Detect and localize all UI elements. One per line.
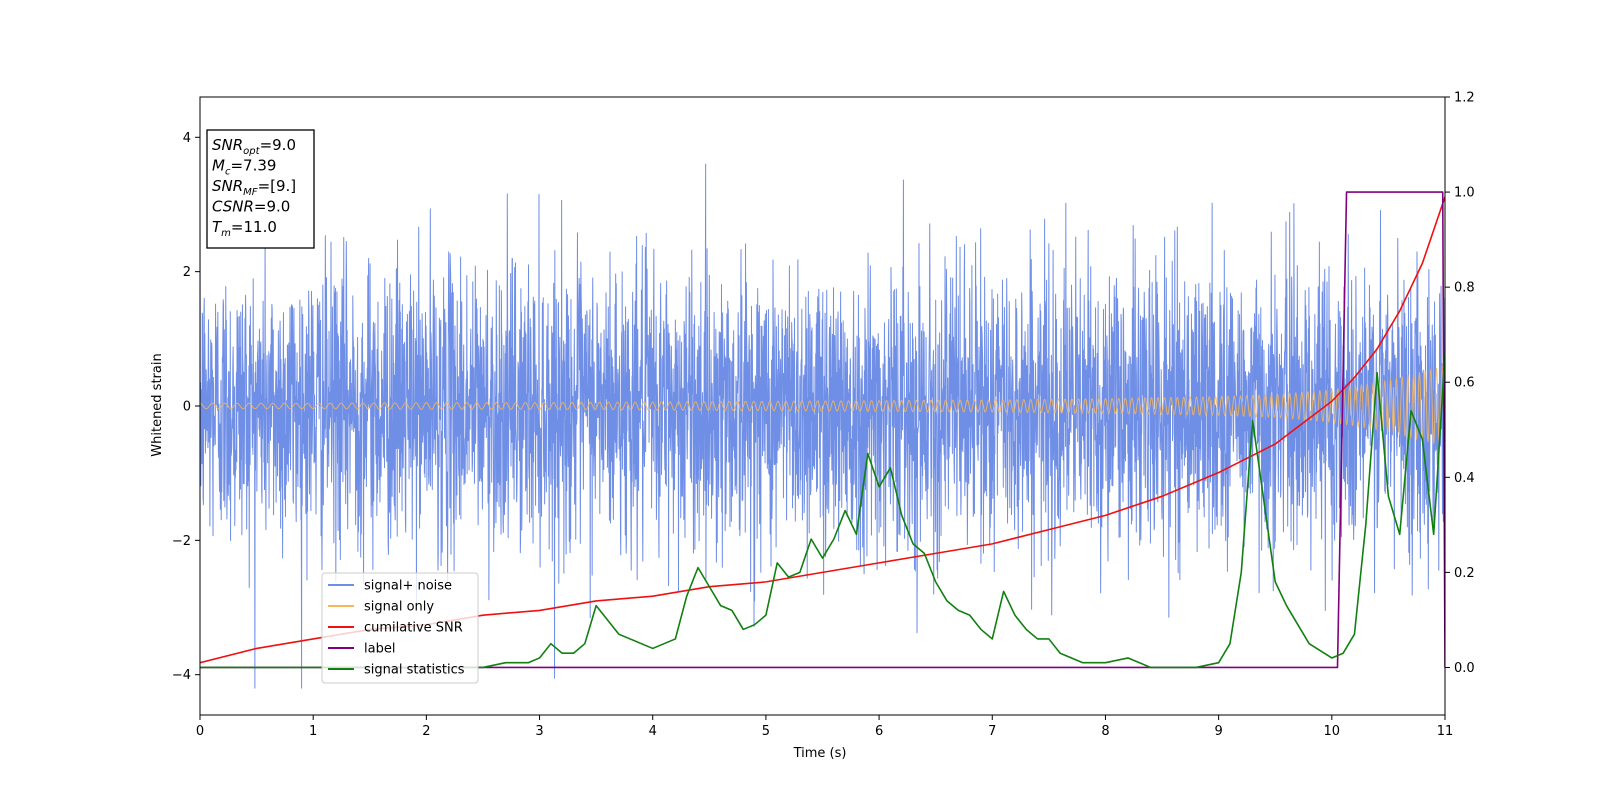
y-axis-label: Whitened strain — [150, 353, 165, 456]
y-tick-label: −4 — [172, 668, 191, 683]
y2-tick-label: 0.0 — [1454, 661, 1475, 676]
legend-entry: signal only — [364, 600, 434, 615]
x-axis: 0 1 2 3 4 5 6 7 8 9 10 11 — [196, 715, 1453, 739]
y2-tick-label: 0.4 — [1454, 471, 1475, 486]
annotation-line: SNRopt=9.0 — [212, 136, 296, 157]
y-tick-label: 0 — [183, 400, 191, 415]
x-tick-label: 0 — [196, 724, 204, 739]
y2-tick-label: 0.2 — [1454, 566, 1475, 581]
y2-tick-label: 1.2 — [1454, 91, 1475, 106]
legend-entry: signal statistics — [364, 663, 465, 678]
x-tick-label: 3 — [535, 724, 543, 739]
y2-tick-label: 1.0 — [1454, 186, 1475, 201]
annotation-frame — [206, 129, 315, 249]
y-tick-label: 2 — [183, 265, 191, 280]
x-tick-label: 11 — [1437, 724, 1454, 739]
y2-tick-label: 0.8 — [1454, 281, 1475, 296]
legend: signal+ noise signal only cumilative SNR la… — [321, 572, 479, 684]
x-tick-label: 2 — [422, 724, 430, 739]
x-tick-label: 1 — [309, 724, 317, 739]
x-tick-label: 10 — [1324, 724, 1341, 739]
x-tick-label: 4 — [649, 724, 657, 739]
y-axis-left: −4 −2 0 2 4 — [172, 131, 200, 683]
x-tick-label: 7 — [988, 724, 996, 739]
y-tick-label: −2 — [172, 534, 191, 549]
x-tick-label: 9 — [1214, 724, 1222, 739]
series-signal-noise — [200, 163, 1445, 689]
annotation-line: Mc=7.39 — [212, 157, 276, 178]
y-axis-right: 0.0 0.2 0.4 0.6 0.8 1.0 1.2 — [1445, 91, 1475, 676]
x-tick-label: 5 — [762, 724, 770, 739]
y-tick-label: 4 — [183, 131, 191, 146]
series-signal-only — [200, 365, 1445, 447]
legend-entry: signal+ noise — [364, 579, 452, 594]
x-axis-label: Time (s) — [793, 746, 847, 761]
y2-tick-label: 0.6 — [1454, 376, 1475, 391]
legend-frame — [321, 572, 479, 684]
series-label — [200, 191, 1445, 669]
x-tick-label: 8 — [1101, 724, 1109, 739]
legend-entry: cumilative SNR — [364, 621, 463, 636]
series-signal-statistics — [200, 353, 1445, 669]
legend-entry: label — [364, 642, 395, 657]
annotation-line: CSNR=9.0 — [212, 198, 290, 216]
annotation-line: Tm=11.0 — [212, 218, 277, 239]
x-tick-label: 6 — [875, 724, 883, 739]
annotation-line: SNRMF=[9.] — [212, 177, 296, 198]
